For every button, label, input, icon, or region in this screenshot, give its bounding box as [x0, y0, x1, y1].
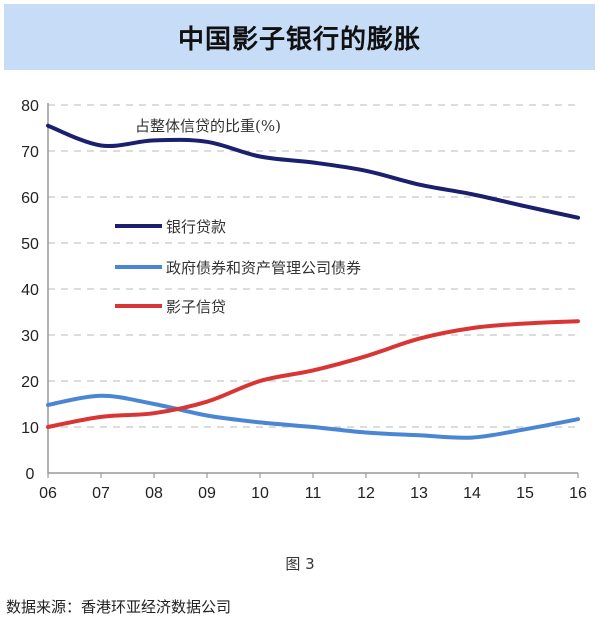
x-tick-label: 15	[516, 485, 534, 502]
legend-label: 政府债券和资产管理公司债券	[166, 259, 361, 277]
x-tick-label: 16	[569, 485, 587, 502]
x-tick-label: 10	[251, 485, 269, 502]
y-tick-label: 10	[21, 420, 39, 437]
chart-annotation: 占整体信贷的比重(%)	[135, 117, 281, 135]
y-tick-label: 50	[21, 236, 39, 253]
y-tick-label: 20	[21, 374, 39, 391]
chart-title-bar: 中国影子银行的膨胀	[4, 4, 595, 70]
legend-label: 银行贷款	[166, 218, 226, 236]
axes: 0 10 20 30 40 50 60 70 80 06 07 08 09 10 11 12 13 14 15 16	[21, 98, 587, 502]
y-tick-label: 40	[21, 282, 39, 299]
x-tick-label: 14	[463, 485, 481, 502]
series-line	[46, 393, 580, 440]
series-line	[46, 319, 580, 429]
y-tick-label: 0	[26, 466, 35, 483]
y-tick-label: 30	[21, 328, 39, 345]
legend-label: 影子信贷	[166, 298, 226, 316]
x-tick-label: 12	[357, 485, 375, 502]
series-line	[46, 123, 580, 220]
x-tick-label: 09	[198, 485, 216, 502]
figure-label: 图 3	[285, 555, 315, 573]
y-tick-label: 70	[21, 144, 39, 161]
x-tick-label: 07	[92, 485, 110, 502]
x-tick-label: 08	[145, 485, 163, 502]
chart-title: 中国影子银行的膨胀	[177, 24, 421, 55]
series-lines	[46, 123, 580, 440]
y-tick-label: 60	[21, 190, 39, 207]
x-tick-label: 13	[410, 485, 428, 502]
y-tick-label: 80	[21, 98, 39, 115]
x-tick-label: 06	[39, 485, 57, 502]
x-tick-label: 11	[305, 485, 322, 502]
data-source: 数据来源：香港环亚经济数据公司	[6, 598, 232, 616]
